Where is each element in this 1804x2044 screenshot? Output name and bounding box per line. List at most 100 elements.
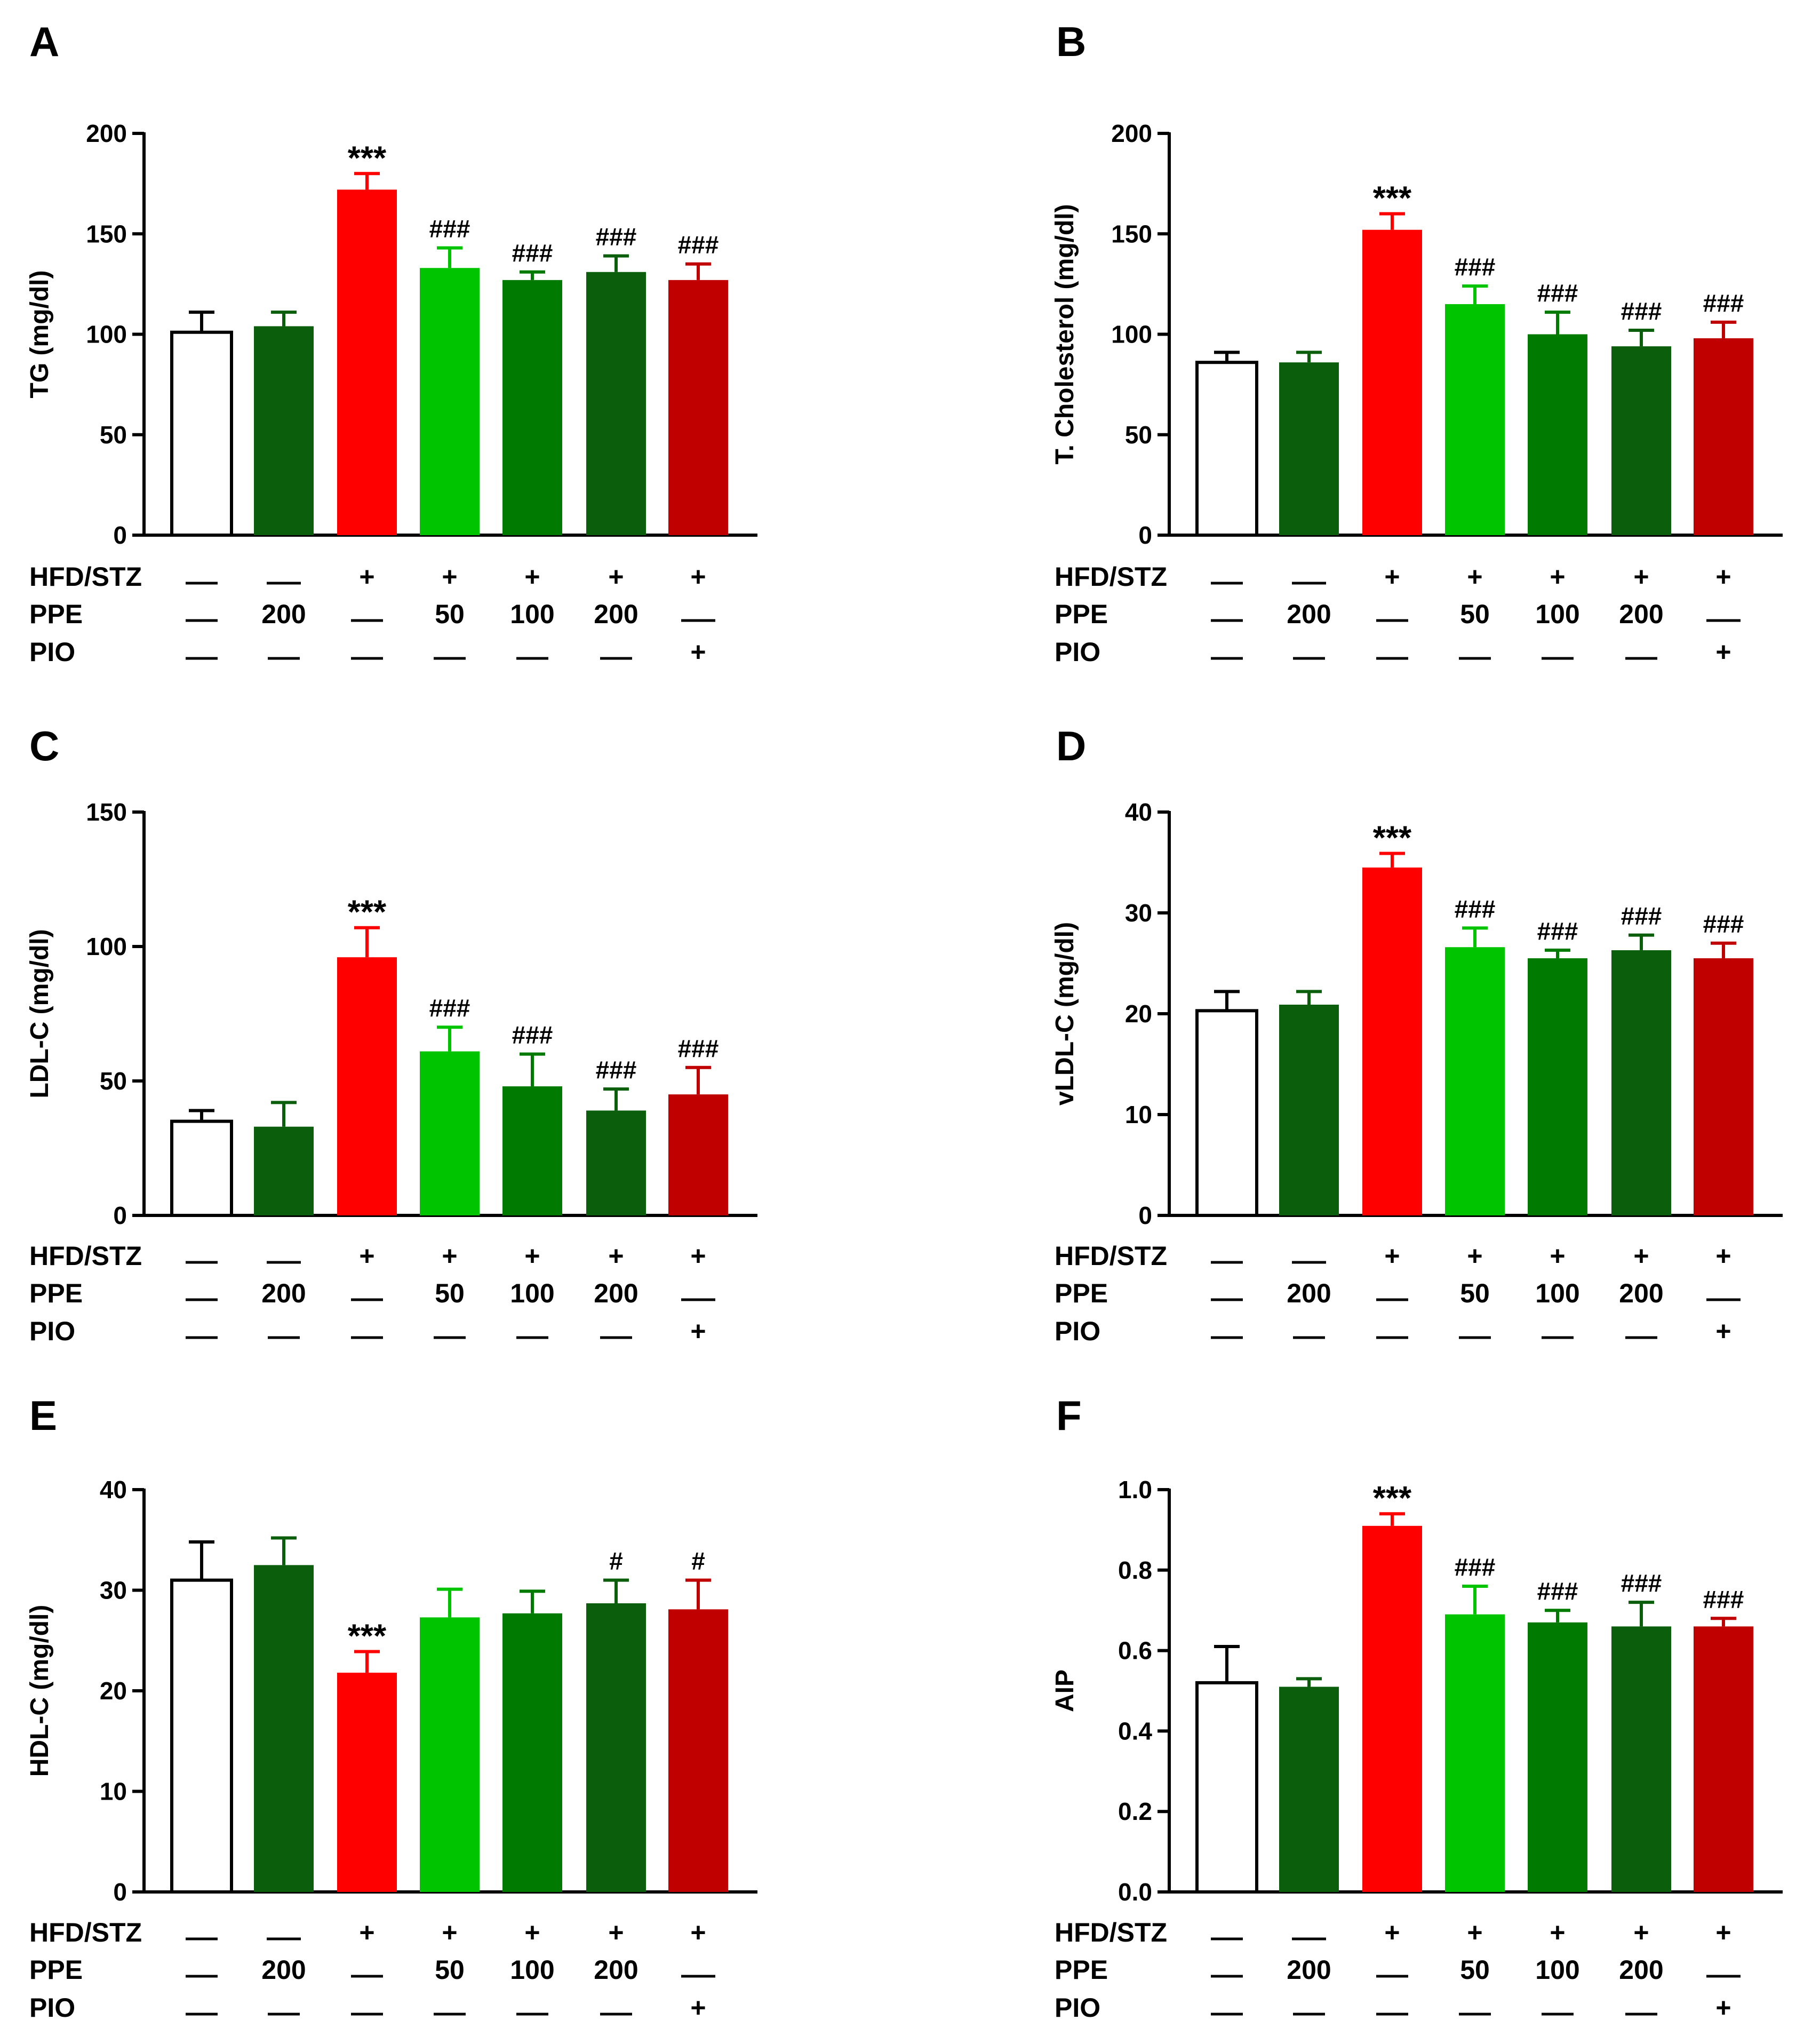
bar — [254, 1565, 314, 1892]
y-axis-title: LDL-C (mg/dl) — [26, 929, 54, 1098]
row-label: PPE — [1055, 599, 1108, 629]
bar — [668, 1609, 728, 1892]
row-label: HFD/STZ — [29, 562, 142, 592]
table-cell: + — [1467, 1241, 1482, 1271]
bar — [1279, 362, 1339, 535]
bar — [1528, 334, 1587, 535]
table-cell: 100 — [1535, 599, 1579, 629]
y-tick-label: 50 — [100, 1067, 127, 1095]
table-cell: + — [1384, 1241, 1400, 1271]
table-cell: + — [359, 562, 374, 592]
table-cell: 200 — [261, 1955, 306, 1985]
significance-label: # — [609, 1547, 623, 1575]
significance-label: ### — [1621, 1569, 1662, 1597]
bar — [502, 1086, 562, 1215]
panel-C: C 0 50 100 150 LDL-C (mg/dl) *** ### ### ### ### HF… — [26, 722, 757, 1346]
significance-label: ### — [596, 1056, 637, 1084]
bar — [254, 326, 314, 535]
row-label: PIO — [29, 1993, 75, 2023]
significance-label: *** — [1373, 180, 1412, 217]
bar — [420, 1051, 480, 1215]
table-cell: + — [442, 562, 457, 592]
table-cell: 100 — [1535, 1278, 1579, 1308]
bar — [1445, 947, 1505, 1215]
table-cell: + — [1467, 1918, 1482, 1947]
table-cell: + — [1715, 1316, 1731, 1346]
bar — [1694, 958, 1753, 1215]
table-cell: 100 — [1535, 1955, 1579, 1985]
bar — [586, 272, 646, 535]
y-tick-label: 50 — [1125, 421, 1152, 449]
table-cell: + — [442, 1241, 457, 1271]
bar — [1279, 1687, 1339, 1892]
table-cell: + — [690, 1241, 706, 1271]
y-axis-title: vLDL-C (mg/dl) — [1051, 922, 1079, 1105]
y-tick-label: 0 — [1138, 521, 1152, 549]
table-cell: 200 — [1287, 599, 1331, 629]
bar — [1694, 338, 1753, 535]
table-cell: 200 — [1619, 599, 1663, 629]
y-tick-label: 0 — [113, 521, 127, 549]
significance-label: ### — [429, 994, 470, 1022]
table-cell: + — [690, 637, 706, 667]
table-cell: 100 — [510, 599, 554, 629]
table-cell: + — [608, 1241, 624, 1271]
table-cell: + — [1715, 562, 1731, 592]
table-cell: + — [359, 1918, 374, 1947]
y-tick-label: 200 — [86, 120, 127, 147]
significance-label: # — [691, 1547, 705, 1575]
row-label: PIO — [29, 1316, 75, 1346]
bar — [337, 957, 397, 1215]
y-axis-title: HDL-C (mg/dl) — [26, 1605, 54, 1777]
table-cell: 50 — [1460, 1278, 1490, 1308]
y-tick-label: 0.6 — [1118, 1637, 1152, 1665]
y-tick-label: 50 — [100, 421, 127, 449]
table-cell: + — [524, 1241, 540, 1271]
table-cell: + — [1715, 1993, 1731, 2023]
y-axis-title: AIP — [1051, 1669, 1079, 1712]
table-cell: 50 — [435, 599, 465, 629]
table-cell: 200 — [594, 1278, 638, 1308]
bar — [1611, 346, 1671, 535]
bar — [1445, 304, 1505, 535]
row-label: PIO — [1055, 637, 1100, 667]
panel-E: E 0 10 20 30 40 HDL-C (mg/dl) *** # # HFD/STZ + + + + +… — [26, 1392, 757, 2023]
bar — [1445, 1614, 1505, 1892]
y-tick-label: 0 — [113, 1878, 127, 1906]
y-tick-label: 0 — [1138, 1202, 1152, 1229]
significance-label: ### — [1621, 297, 1662, 325]
table-cell: 200 — [594, 1955, 638, 1985]
row-label: PPE — [29, 1955, 83, 1985]
y-tick-label: 30 — [100, 1577, 127, 1604]
y-tick-label: 100 — [86, 933, 127, 960]
table-cell: + — [1715, 637, 1731, 667]
bar — [254, 1126, 314, 1215]
y-tick-label: 0.4 — [1118, 1717, 1152, 1745]
table-cell: 100 — [510, 1955, 554, 1985]
table-cell: + — [1715, 1241, 1731, 1271]
y-tick-label: 40 — [100, 1476, 127, 1504]
table-cell: 200 — [1619, 1955, 1663, 1985]
row-label: HFD/STZ — [1055, 562, 1167, 592]
panel-letter: D — [1056, 722, 1086, 769]
bar — [668, 280, 728, 535]
table-cell: 50 — [435, 1955, 465, 1985]
table-cell: 200 — [594, 599, 638, 629]
table-cell: + — [608, 562, 624, 592]
significance-label: ### — [1537, 1577, 1578, 1605]
row-label: PPE — [29, 599, 83, 629]
table-cell: 50 — [1460, 1955, 1490, 1985]
significance-label: *** — [1373, 820, 1412, 856]
table-cell: + — [1467, 562, 1482, 592]
row-label: HFD/STZ — [1055, 1241, 1167, 1271]
bar — [1694, 1626, 1753, 1892]
bar — [170, 330, 233, 537]
bar — [502, 280, 562, 535]
y-tick-label: 150 — [86, 220, 127, 248]
row-label: PIO — [29, 637, 75, 667]
bar — [1528, 1622, 1587, 1892]
y-tick-label: 0.0 — [1118, 1878, 1152, 1906]
y-tick-label: 150 — [1111, 220, 1152, 248]
table-cell: + — [608, 1918, 624, 1947]
y-tick-label: 0.2 — [1118, 1798, 1152, 1825]
